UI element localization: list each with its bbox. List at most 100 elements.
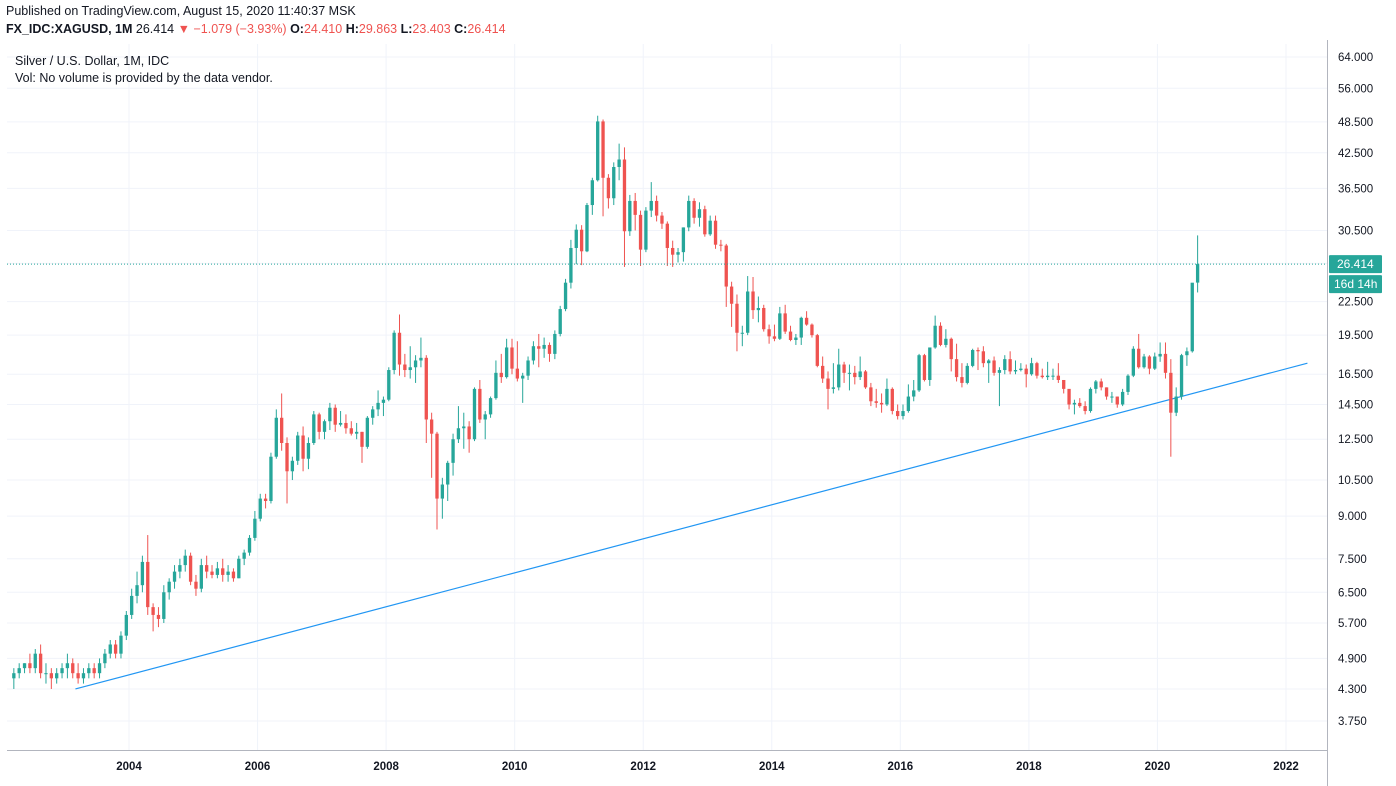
candle-down	[853, 365, 857, 385]
candle-body	[1067, 388, 1071, 405]
candle-body	[135, 585, 139, 596]
candle-down	[1137, 333, 1141, 369]
candle-body	[954, 359, 959, 378]
candle-down	[783, 304, 787, 334]
candle-body	[1024, 368, 1028, 375]
candle-body	[799, 317, 803, 338]
trendline	[75, 362, 1308, 690]
candle-down	[1067, 388, 1071, 410]
candle-down	[895, 404, 900, 420]
candle-down	[767, 324, 771, 344]
candle-up	[1190, 282, 1194, 353]
candle-down	[397, 314, 402, 376]
candle-body	[751, 291, 755, 311]
candle-body	[124, 614, 128, 636]
candle-up	[322, 419, 327, 440]
candle-down	[151, 603, 155, 632]
candle-up	[446, 460, 450, 502]
candle-up	[328, 402, 332, 431]
candle-up	[563, 278, 568, 312]
candle-up	[649, 182, 653, 218]
candle-up	[199, 558, 203, 593]
candle-up	[269, 452, 273, 504]
y-tick-label: 10.500	[1338, 475, 1373, 487]
candle-body	[1120, 391, 1125, 405]
candle-down	[537, 333, 541, 368]
candle-up	[162, 585, 166, 624]
candle-body	[242, 552, 246, 559]
candle-down	[1115, 396, 1119, 408]
candle-body	[1019, 368, 1023, 371]
candle-up	[376, 390, 380, 417]
candle-body	[928, 347, 932, 380]
candle-body	[547, 344, 552, 354]
candle-down	[333, 404, 337, 432]
candle-up	[590, 177, 594, 215]
price-chart[interactable]: 64.00056.00048.50042.50036.50030.50026.5…	[0, 40, 1396, 786]
y-tick-label: 48.500	[1338, 117, 1373, 129]
candle-body	[162, 592, 166, 619]
candle-body	[306, 442, 311, 459]
candle-up	[1131, 346, 1136, 378]
candle-up	[392, 330, 396, 375]
candle-body	[788, 331, 793, 340]
candle-body	[1158, 353, 1162, 357]
candle-body	[944, 338, 948, 345]
candle-body	[901, 411, 905, 417]
candle-down	[1062, 379, 1066, 394]
candle-body	[140, 561, 145, 586]
candle-up	[933, 315, 937, 349]
candle-body	[253, 518, 257, 538]
candle-up	[676, 247, 680, 263]
candle-down	[735, 294, 739, 352]
legend-volume-note: Vol: No volume is provided by the data v…	[15, 71, 273, 85]
candle-up	[1158, 342, 1162, 362]
x-tick-label: 2020	[1145, 761, 1171, 773]
candle-down	[515, 341, 520, 382]
candle-body	[837, 364, 841, 388]
candle-body	[130, 595, 134, 615]
candle-body	[660, 215, 664, 224]
candle-body	[842, 364, 846, 373]
candle-body	[178, 565, 182, 572]
candle-body	[863, 371, 868, 388]
candle-up	[22, 663, 27, 674]
candle-up	[472, 387, 477, 442]
candle-body	[338, 422, 343, 425]
high-label: H:	[345, 22, 359, 36]
candle-down	[1035, 361, 1039, 379]
candle-body	[772, 336, 777, 339]
candle-body	[199, 565, 203, 589]
candle-body	[76, 673, 80, 679]
y-tick-label: 4.300	[1338, 684, 1367, 696]
candle-body	[526, 360, 530, 376]
low-label: L:	[400, 22, 413, 36]
candle-body	[312, 414, 316, 443]
candle-up	[504, 338, 509, 379]
candle-body	[708, 220, 712, 235]
x-tick-label: 2012	[630, 761, 656, 773]
candle-body	[724, 245, 728, 287]
candle-body	[279, 417, 284, 443]
y-tick-label: 12.500	[1338, 434, 1373, 446]
candle-down	[788, 325, 793, 342]
candle-body	[992, 360, 996, 373]
candle-up	[644, 207, 648, 253]
candle-body	[381, 399, 386, 403]
candle-body	[392, 332, 396, 371]
candle-up	[33, 649, 37, 674]
candle-up	[381, 396, 386, 417]
candle-up	[612, 162, 616, 206]
candle-up	[831, 363, 836, 394]
candle-up	[928, 347, 932, 386]
candle-body	[183, 555, 187, 566]
candle-down	[188, 552, 193, 586]
candle-down	[976, 347, 980, 371]
candle-up	[178, 558, 182, 579]
candle-down	[317, 412, 321, 440]
y-tick-label: 16.500	[1338, 369, 1373, 381]
candle-up	[440, 477, 445, 519]
candle-up	[81, 668, 86, 684]
candle-down	[804, 311, 809, 326]
chart-header: Published on TradingView.com, August 15,…	[0, 0, 1396, 40]
